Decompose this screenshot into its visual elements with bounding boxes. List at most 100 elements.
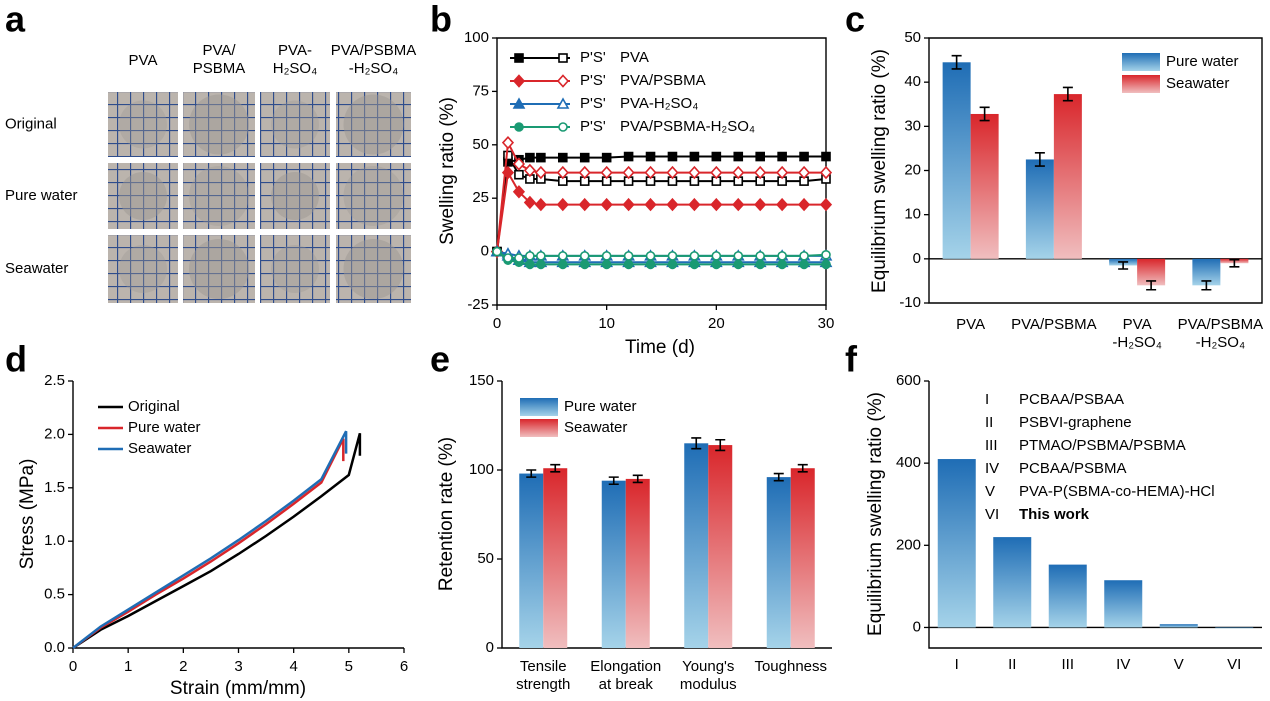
bar <box>937 459 976 628</box>
x-tick-label: 5 <box>345 658 353 675</box>
error-bar <box>1034 152 1045 167</box>
legend-prefix: P'S' <box>580 49 606 66</box>
legend-marker <box>514 122 524 132</box>
data-line <box>496 152 827 252</box>
x-tick-label: 0 <box>493 315 501 332</box>
error-bar <box>632 474 643 484</box>
marker <box>644 165 657 180</box>
marker <box>623 259 634 270</box>
marker <box>523 195 536 210</box>
marker <box>492 246 502 257</box>
bar <box>1053 94 1082 259</box>
y-tick-label: 2.0 <box>44 425 65 442</box>
marker <box>501 135 515 150</box>
y-tick-label: 0 <box>913 618 921 635</box>
column-label: PVA/PSBMA <box>193 42 246 77</box>
data-line <box>496 169 826 252</box>
x-tick-label: III <box>1061 656 1074 673</box>
bar <box>601 480 626 648</box>
note-text: PCBAA/PSBAA <box>1019 391 1124 408</box>
marker <box>622 165 635 180</box>
marker <box>557 259 568 270</box>
marker <box>754 165 767 180</box>
column-label: PVA/PSBMA -H₂SO₄ <box>331 42 417 77</box>
marker <box>755 251 766 261</box>
error-bar <box>797 463 808 473</box>
data-line <box>72 430 348 649</box>
x-tick-label: 10 <box>598 315 615 332</box>
row-label: Original <box>5 115 57 132</box>
legend-swatch <box>1122 53 1160 71</box>
x-tick-label: Tensile strength <box>516 658 570 693</box>
marker <box>777 151 787 162</box>
y-tick-label: 0.5 <box>44 586 65 603</box>
data-line <box>496 250 827 259</box>
y-tick-label: 0 <box>913 250 921 267</box>
panel-label: a <box>5 0 26 40</box>
marker <box>514 169 524 180</box>
marker <box>711 251 722 261</box>
error-bar <box>691 437 702 450</box>
axis-frame <box>928 37 1263 304</box>
error-bar <box>608 476 619 486</box>
note-numeral: I <box>985 391 989 408</box>
panel-label: b <box>430 0 452 40</box>
x-tick-label: PVA/PSBMA -H₂SO₄ <box>1178 316 1264 351</box>
panel-label: e <box>430 339 450 380</box>
photo <box>260 235 330 303</box>
marker <box>667 259 678 270</box>
marker <box>732 197 745 212</box>
marker <box>710 197 723 212</box>
x-tick-label: II <box>1008 656 1016 673</box>
marker <box>534 165 547 180</box>
marker <box>776 197 789 212</box>
bar <box>1159 624 1198 628</box>
error-bar <box>1146 280 1157 291</box>
legend-marker <box>512 74 526 88</box>
bar <box>993 537 1032 628</box>
legend-label: Pure water <box>1166 53 1239 70</box>
x-tick-label: PVA/PSBMA <box>1011 316 1097 333</box>
legend-label: PVA-H₂SO₄ <box>620 95 698 112</box>
bar <box>519 473 544 648</box>
y-axis-title: Equilibrium swelling ratio (%) <box>865 392 886 636</box>
error-bar <box>1118 261 1129 270</box>
marker <box>601 152 612 163</box>
legend-prefix: P'S' <box>580 72 606 89</box>
marker <box>819 197 833 212</box>
marker <box>523 163 536 178</box>
panel-label: c <box>845 0 865 40</box>
data-line <box>496 250 826 264</box>
y-tick-label: 30 <box>904 117 921 134</box>
bar <box>970 113 999 259</box>
marker <box>666 165 679 180</box>
marker <box>733 259 744 270</box>
marker <box>579 259 590 270</box>
marker <box>534 197 547 212</box>
marker <box>689 251 700 261</box>
x-tick-label: PVA <box>956 316 985 333</box>
marker <box>557 251 568 261</box>
legend-marker <box>556 74 570 88</box>
legend-label: PVA <box>620 49 649 66</box>
error-bar <box>1201 280 1212 291</box>
marker <box>525 152 535 163</box>
marker <box>710 165 723 180</box>
note-numeral: VI <box>985 506 999 523</box>
legend-label: Original <box>128 398 180 415</box>
legend-label: Pure water <box>564 398 637 415</box>
legend-label: Seawater <box>128 440 191 457</box>
y-tick-label: 10 <box>904 206 921 223</box>
marker <box>733 151 744 162</box>
marker <box>645 251 656 261</box>
error-bar <box>526 469 537 478</box>
marker <box>514 253 524 263</box>
marker <box>525 251 535 261</box>
x-tick-label: V <box>1174 656 1184 673</box>
x-tick-label: 30 <box>818 315 835 332</box>
bar <box>790 468 815 648</box>
y-tick-label: 1.0 <box>44 532 65 549</box>
error-bar <box>773 472 784 482</box>
marker <box>799 151 809 162</box>
